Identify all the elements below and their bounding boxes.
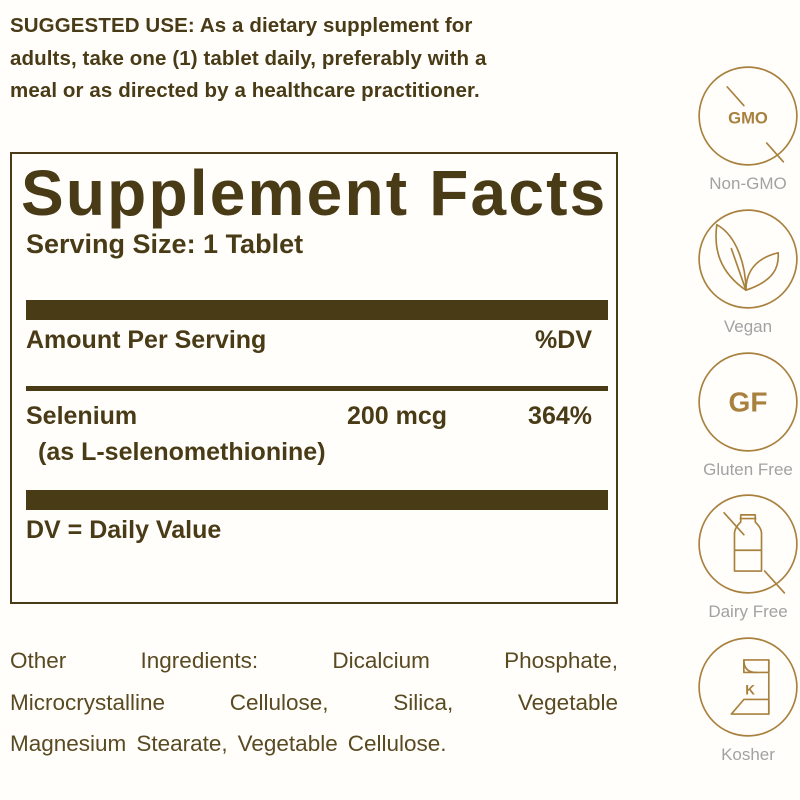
- svg-text:GF: GF: [729, 386, 768, 417]
- svg-text:GMO: GMO: [728, 108, 768, 127]
- svg-text:K: K: [745, 682, 755, 697]
